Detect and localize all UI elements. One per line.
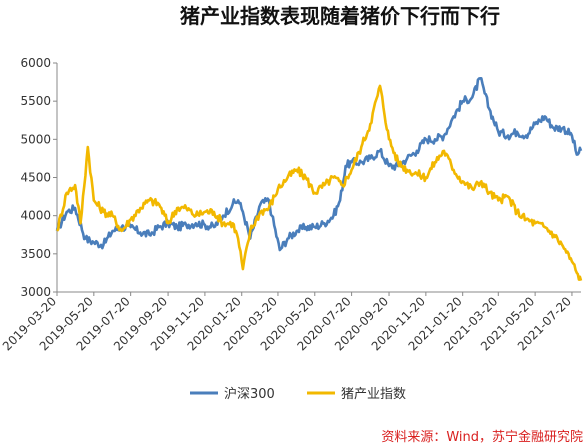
chart-title: 猪产业指数表现随着猪价下行而下行 [180,4,500,28]
series-line-1 [55,84,583,281]
legend-label-0: 沪深300 [224,386,275,402]
y-tick-label: 3500 [20,247,51,261]
y-tick-label: 3000 [20,285,51,299]
plot-area [55,77,583,281]
y-axis: 3000 3500 4000 4500 5000 5500 6000 [20,56,58,299]
legend-label-1: 猪产业指数 [341,387,406,402]
x-axis: 2019-03-202019-05-202019-07-202019-09-20… [0,291,581,353]
y-tick-label: 4500 [20,171,51,185]
y-tick-label: 4000 [20,209,51,223]
y-tick-label: 6000 [20,56,51,70]
y-tick-label: 5000 [20,132,51,146]
source-note: 资料来源：Wind，苏宁金融研究院 [381,429,583,445]
series-line-0 [55,77,583,252]
y-tick-label: 5500 [20,94,51,108]
legend: 沪深300 猪产业指数 [190,386,406,402]
